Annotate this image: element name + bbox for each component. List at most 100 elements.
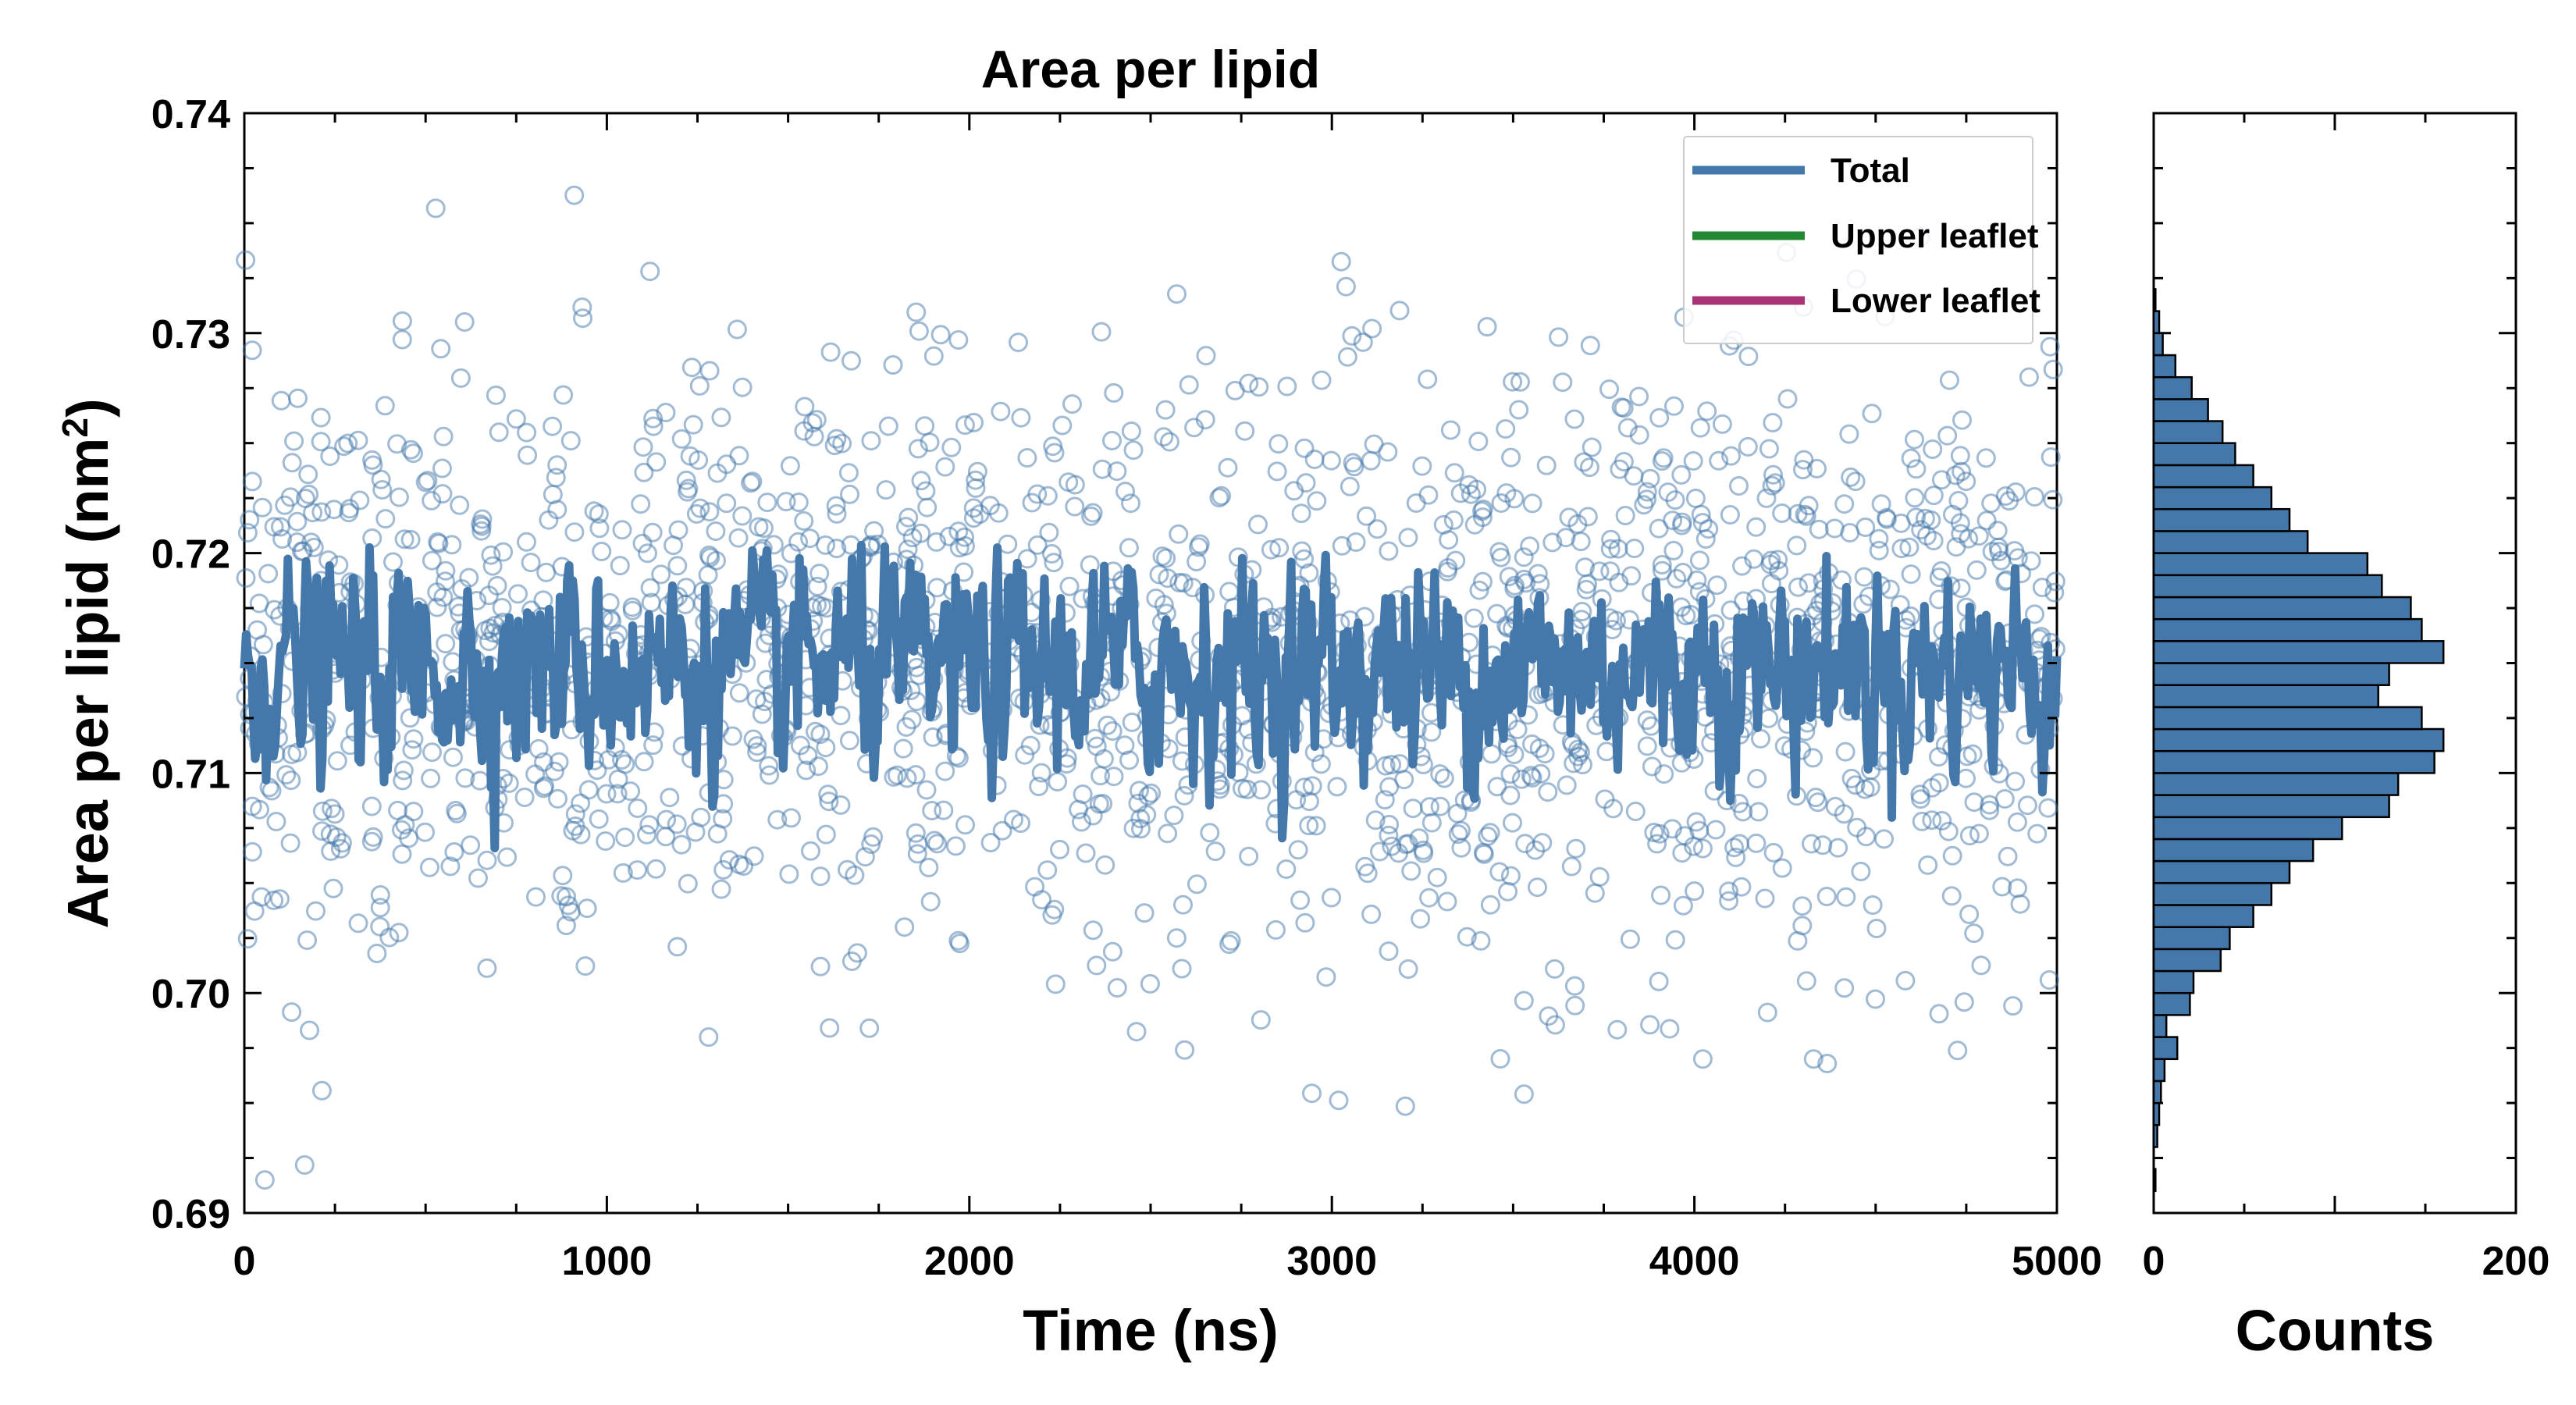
scatter-point — [804, 426, 824, 446]
scatter-point — [1249, 377, 1269, 397]
scatter-point — [547, 455, 568, 475]
scatter-point — [927, 532, 947, 552]
scatter-point — [646, 452, 667, 472]
scatter-point — [1695, 529, 1716, 549]
scatter-point — [280, 833, 301, 853]
scatter-point — [1575, 557, 1595, 578]
scatter-point — [270, 517, 290, 537]
scatter-point — [1660, 1019, 1680, 1039]
scatter-point — [678, 478, 699, 499]
scatter-point — [1489, 862, 1510, 882]
scatter-point — [1331, 251, 1351, 272]
scatter-point — [1327, 777, 1347, 797]
main-plot-panel: 0 1000 2000 3000 4000 5000 0.69 0.70 0.71 0.72 0.7… — [55, 92, 2516, 1363]
scatter-point — [323, 878, 343, 898]
scatter-point — [1065, 496, 1085, 517]
histogram-bar — [2152, 772, 2400, 796]
scatter-point — [1482, 744, 1502, 764]
scatter-point — [908, 439, 928, 459]
scatter-point — [732, 506, 753, 526]
scatter-point — [339, 503, 359, 523]
scatter-point — [1649, 971, 1669, 991]
scatter-point — [863, 827, 884, 847]
scatter-point — [264, 517, 284, 537]
scatter-point — [1828, 838, 1848, 858]
scatter-point — [907, 844, 927, 864]
scatter-point — [258, 564, 279, 584]
scatter-point — [419, 857, 439, 877]
histogram-bar — [2152, 640, 2445, 664]
y-tick-label: 0.72 — [151, 532, 230, 578]
scatter-point — [1514, 547, 1534, 567]
scatter-point — [746, 689, 767, 710]
scatter-point — [1685, 489, 1706, 508]
scatter-point — [1172, 959, 1192, 979]
scatter-point — [1514, 991, 1534, 1011]
scatter-point — [1239, 846, 1259, 866]
scatter-point — [370, 898, 390, 918]
scatter-point — [1464, 608, 1484, 628]
scatter-point — [514, 788, 535, 807]
scatter-point — [711, 407, 731, 428]
scatter-point — [1667, 568, 1687, 589]
scatter-point — [2038, 798, 2058, 818]
scatter-point — [1302, 1083, 1322, 1104]
scatter-point — [795, 397, 815, 417]
scatter-point — [1011, 407, 1031, 428]
scatter-point — [321, 841, 341, 861]
scatter-point — [1749, 802, 1769, 822]
scatter-point — [1083, 920, 1103, 941]
scatter-point — [1921, 510, 1941, 530]
scatter-point — [394, 529, 415, 550]
scatter-point — [422, 490, 442, 510]
scatter-point — [1574, 452, 1594, 472]
scatter-point — [1444, 463, 1464, 483]
x-tick-label: 5000 — [2012, 1239, 2102, 1284]
x-tick-label: 4000 — [1649, 1239, 1740, 1284]
x-tick-label: 1000 — [562, 1239, 653, 1284]
scatter-point — [800, 528, 820, 549]
scatter-point — [895, 917, 915, 937]
scatter-point — [1146, 589, 1166, 608]
scatter-point — [1362, 318, 1382, 339]
scatter-point — [906, 692, 927, 711]
scatter-point — [1461, 484, 1481, 504]
scatter-point — [1500, 866, 1521, 886]
scatter-point — [1954, 992, 1974, 1012]
scatter-point — [1471, 930, 1491, 951]
scatter-point — [1413, 840, 1433, 860]
scatter-point — [1966, 560, 1987, 580]
scatter-point — [615, 827, 635, 848]
scatter-point — [589, 504, 609, 524]
scatter-point — [572, 297, 592, 318]
scatter-point — [1929, 747, 1948, 767]
histogram-bar — [2152, 486, 2273, 510]
scatter-point — [236, 250, 256, 270]
histogram-bar — [2152, 310, 2161, 335]
histogram-bar — [2152, 288, 2157, 312]
scatter-point — [1306, 816, 1326, 836]
scatter-point — [1122, 712, 1142, 732]
scatter-point — [683, 414, 703, 435]
scatter-point — [442, 535, 462, 555]
scatter-point — [517, 532, 536, 552]
scatter-point — [475, 621, 496, 641]
scatter-point — [1480, 895, 1500, 915]
main-tick-labels: 0 1000 2000 3000 4000 5000 0.69 0.70 0.71 0.72 0.7… — [151, 92, 2102, 1284]
scatter-point — [1995, 486, 2016, 506]
scatter-point — [1731, 877, 1752, 897]
scatter-point — [1141, 783, 1162, 803]
scatter-point — [741, 473, 761, 493]
scatter-point — [1089, 794, 1109, 814]
x-tick-label: 2000 — [924, 1239, 1015, 1284]
scatter-point — [1448, 824, 1468, 845]
scatter-point — [698, 565, 718, 585]
scatter-point — [780, 456, 800, 476]
scatter-point — [1589, 561, 1610, 582]
scatter-point — [544, 761, 564, 781]
legend: Total Upper leaflet Lower leaflet — [1683, 136, 2041, 344]
scatter-point — [689, 375, 710, 396]
scatter-point — [1763, 464, 1783, 485]
scatter-point — [1536, 455, 1557, 475]
scatter-point — [685, 822, 706, 842]
